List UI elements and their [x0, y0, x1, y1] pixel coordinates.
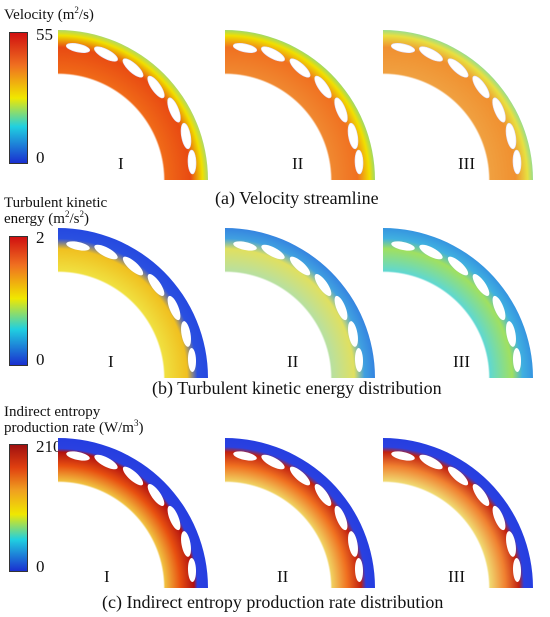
velocity-contour-case-2 — [225, 30, 395, 180]
velocity-contour-case-1 — [58, 30, 228, 180]
entropy-legend-title-line2: production rate (W/m3) — [4, 418, 144, 436]
tke-case-label-1: I — [108, 352, 114, 371]
tke-case-label-2: II — [287, 352, 299, 371]
velocity-case-label-2: II — [292, 154, 304, 173]
entropy-colorbar-max: 210 — [36, 437, 62, 456]
tke-contour-case-1 — [58, 228, 228, 378]
tke-caption: (b) Turbulent kinetic energy distributio… — [152, 378, 442, 398]
entropy-legend-title-line1: Indirect entropy — [4, 404, 101, 420]
tke-colorbar-min: 0 — [36, 350, 45, 369]
entropy-colorbar-min: 0 — [36, 557, 45, 576]
entropy-contour-case-2 — [225, 438, 395, 588]
entropy-colorbar — [9, 444, 28, 572]
velocity-caption: (a) Velocity streamline — [215, 188, 379, 208]
tke-legend-title-line2: energy (m2/s2) — [4, 209, 89, 227]
velocity-contour-case-3 — [383, 30, 550, 180]
tke-colorbar-max: 2 — [36, 228, 45, 247]
velocity-case-label-3: III — [458, 154, 475, 173]
tke-contour-case-2 — [225, 228, 395, 378]
entropy-contour-case-1 — [58, 438, 228, 588]
entropy-contour-case-3 — [383, 438, 550, 588]
velocity-colorbar — [9, 32, 28, 164]
entropy-caption: (c) Indirect entropy production rate dis… — [102, 592, 444, 612]
tke-case-label-3: III — [453, 352, 470, 371]
tke-contour-case-3 — [383, 228, 550, 378]
entropy-case-label-3: III — [448, 567, 465, 586]
velocity-colorbar-max: 55 — [36, 25, 53, 44]
entropy-case-label-1: I — [104, 567, 110, 586]
velocity-colorbar-min: 0 — [36, 148, 45, 167]
velocity-legend-title: Velocity (m2/s) — [4, 5, 94, 23]
velocity-case-label-1: I — [118, 154, 124, 173]
entropy-case-label-2: II — [277, 567, 289, 586]
tke-colorbar — [9, 236, 28, 366]
tke-legend-title-line1: Turbulent kinetic — [4, 195, 108, 211]
